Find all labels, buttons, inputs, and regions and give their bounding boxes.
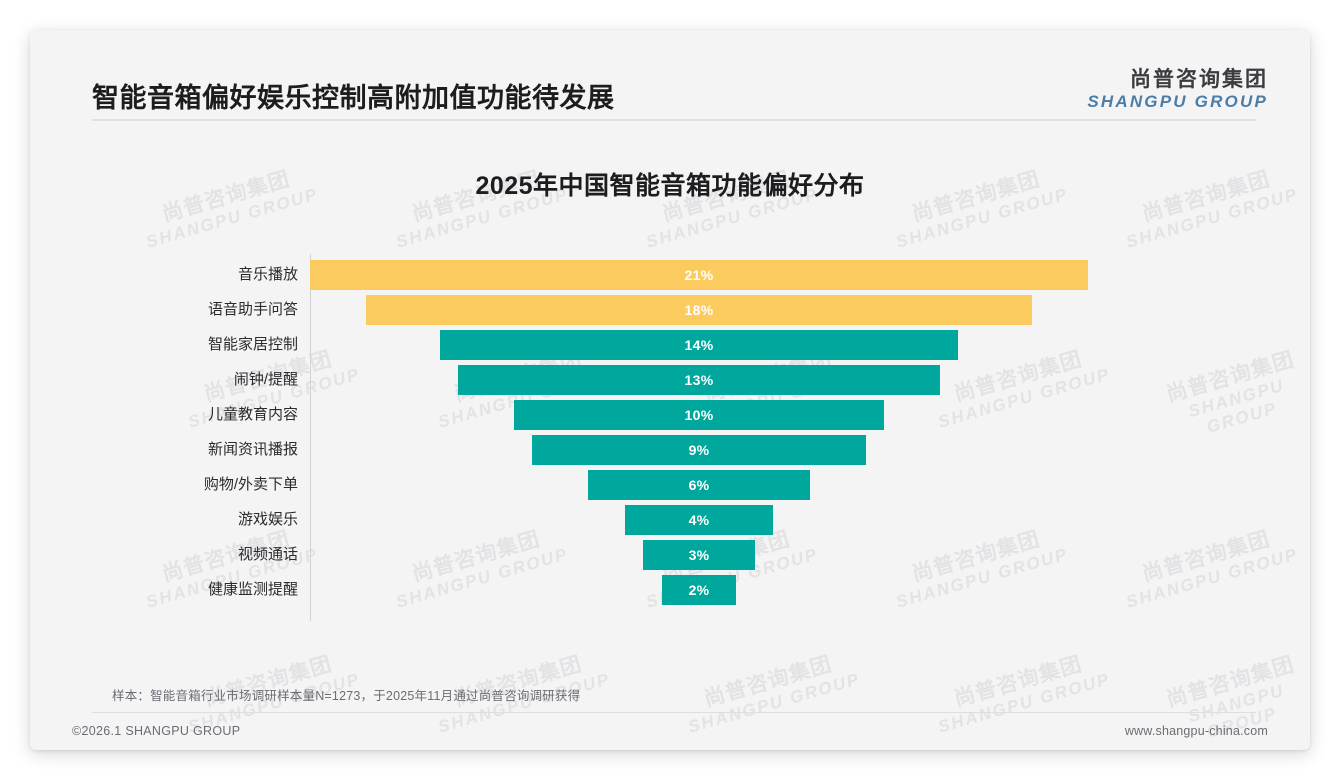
chart-row: 游戏娱乐 4% (30, 505, 1310, 535)
funnel-bar[interactable]: 21% (310, 260, 1088, 290)
slide-footer: ©2026.1 SHANGPU GROUP www.shangpu-china.… (30, 720, 1310, 750)
category-label: 新闻资讯播报 (207, 441, 298, 458)
funnel-bar[interactable]: 2% (661, 575, 737, 605)
funnel-bar[interactable]: 10% (513, 400, 885, 430)
funnel-bar[interactable]: 6% (587, 470, 811, 500)
funnel-bar[interactable]: 4% (624, 505, 774, 535)
chart-row: 语音助手问答 18% (30, 295, 1310, 325)
chart-title: 2025年中国智能音箱功能偏好分布 (475, 172, 865, 200)
website-url: www.shangpu-china.com (1124, 724, 1268, 738)
category-label: 游戏娱乐 (237, 511, 298, 528)
page-title: 智能音箱偏好娱乐控制高附加值功能待发展 (92, 83, 615, 113)
footer-divider (92, 712, 1256, 713)
category-label: 购物/外卖下单 (203, 476, 298, 493)
category-axis-line (310, 254, 311, 621)
funnel-bar[interactable]: 9% (532, 435, 866, 465)
header-divider (92, 119, 1256, 121)
chart-row: 新闻资讯播报 9% (30, 435, 1310, 465)
category-label: 语音助手问答 (207, 301, 298, 318)
brand-logo: 尚普咨询集团 SHANGPU GROUP (1087, 68, 1268, 111)
chart-row: 音乐播放 21% (30, 260, 1310, 290)
category-label: 智能家居控制 (207, 336, 298, 353)
category-label: 儿童教育内容 (207, 406, 298, 423)
category-label: 健康监测提醒 (207, 581, 298, 598)
category-label: 视频通话 (237, 546, 298, 563)
funnel-chart-plot: 音乐播放 21% 语音助手问答 18% 智能家居控制 14% 闹钟/提醒 13% 儿童教育内容 1… (30, 254, 1310, 626)
chart-row: 健康监测提醒 2% (30, 575, 1310, 605)
funnel-bar[interactable]: 3% (643, 540, 755, 570)
chart-area: 2025年中国智能音箱功能偏好分布 音乐播放 21% 语音助手问答 18% 智能家居控制… (30, 126, 1310, 666)
funnel-bar[interactable]: 14% (439, 330, 959, 360)
chart-row: 智能家居控制 14% (30, 330, 1310, 360)
logo-english-text: SHANGPU GROUP (1087, 91, 1268, 111)
chart-row: 闹钟/提醒 13% (30, 365, 1310, 395)
slide-header: 智能音箱偏好娱乐控制高附加值功能待发展 尚普咨询集团 SHANGPU GROUP (30, 30, 1310, 122)
chart-row: 儿童教育内容 10% (30, 400, 1310, 430)
chart-row: 视频通话 3% (30, 540, 1310, 570)
copyright-text: ©2026.1 SHANGPU GROUP (72, 724, 241, 738)
category-label: 闹钟/提醒 (233, 371, 298, 388)
chart-row: 购物/外卖下单 6% (30, 470, 1310, 500)
sample-footnote: 样本：智能音箱行业市场调研样本量N=1273，于2025年11月通过尚普咨询调研… (112, 689, 581, 703)
funnel-bar[interactable]: 18% (365, 295, 1033, 325)
category-label: 音乐播放 (237, 266, 298, 283)
funnel-bar[interactable]: 13% (458, 365, 940, 395)
slide-canvas: 尚普咨询集团 SHANGPU GROUP 尚普咨询集团 SHANGPU GROUP 尚普… (30, 30, 1310, 750)
logo-chinese-text: 尚普咨询集团 (1130, 68, 1268, 91)
